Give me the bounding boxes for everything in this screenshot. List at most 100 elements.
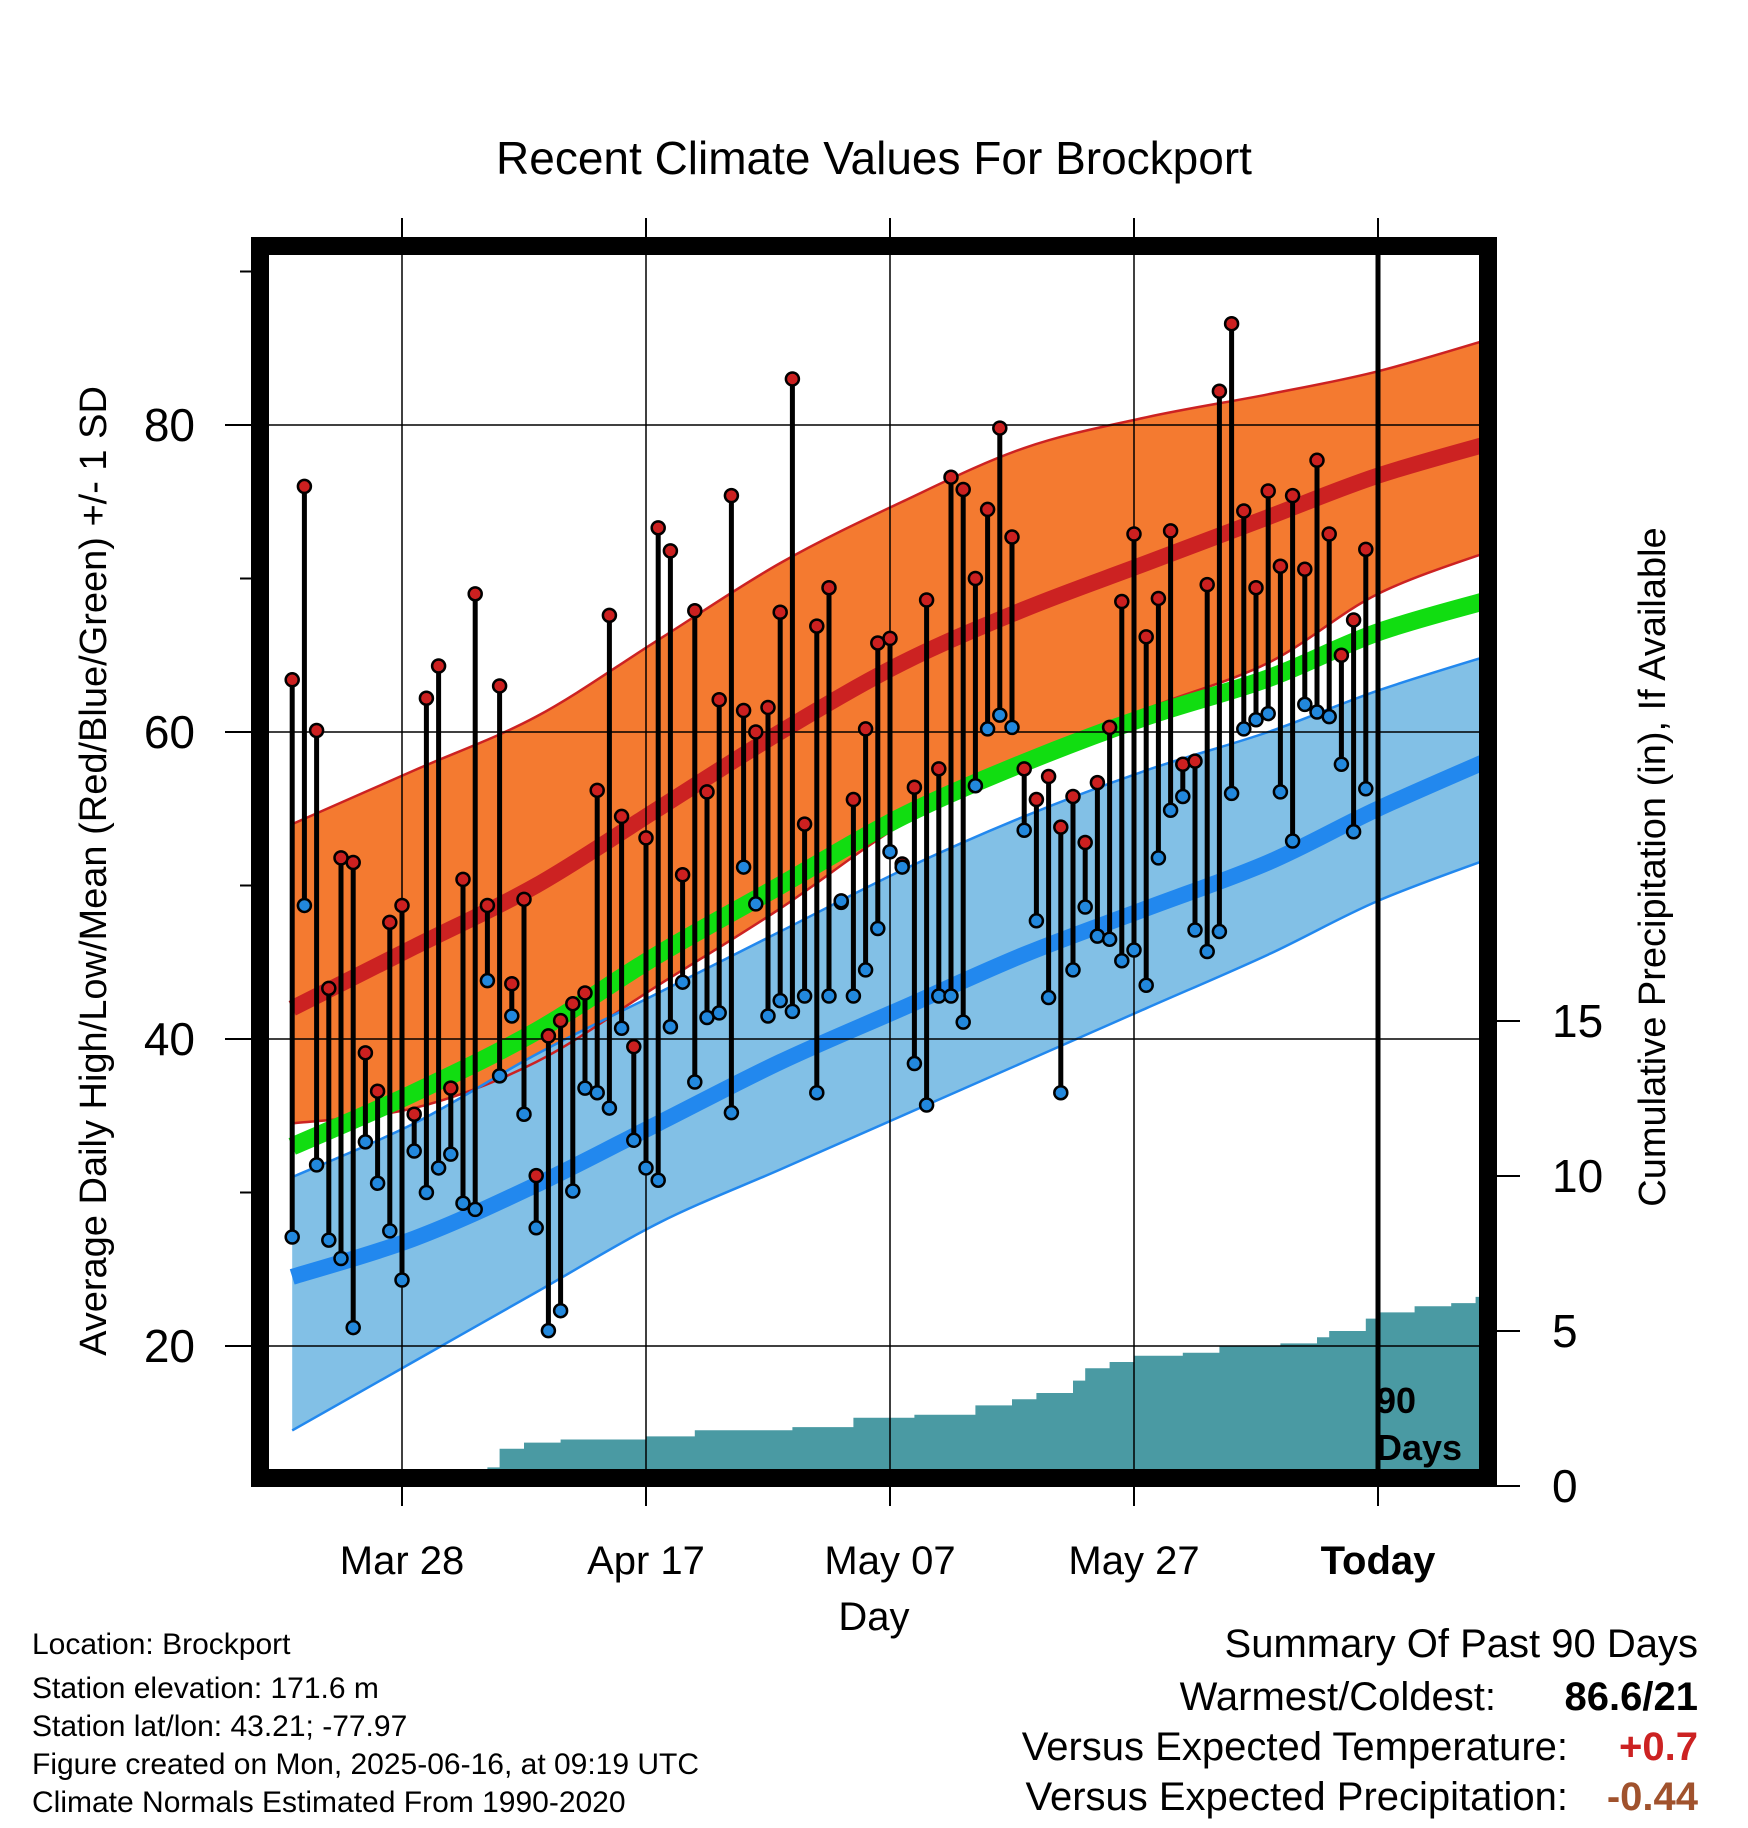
today-days-line2: Days [1376,1427,1462,1468]
high-point [1199,576,1215,593]
high-point [443,1080,459,1096]
low-point [955,1014,971,1030]
high-point [1126,526,1142,542]
low-point [345,1319,361,1336]
chart-title: Recent Climate Values For Brockport [496,132,1252,184]
high-point [699,784,715,800]
low-point [992,707,1008,723]
low-point [565,1183,581,1199]
low-point [894,859,910,875]
low-point [406,1143,422,1159]
low-point [1333,756,1350,772]
low-point [467,1201,483,1218]
high-point [955,481,971,498]
high-point [784,371,801,387]
high-point [491,678,508,694]
low-point [979,721,996,737]
high-point [394,897,410,914]
high-point [467,586,483,602]
high-point [528,1167,544,1184]
low-point [1199,943,1215,960]
high-point [382,914,398,931]
high-point [626,1038,642,1055]
high-point [1187,753,1203,769]
low-point [967,777,984,794]
high-point [1211,383,1228,399]
low-point [662,1018,679,1035]
high-point [1248,579,1264,596]
low-point [626,1132,642,1149]
low-point [382,1223,398,1239]
low-point [906,1055,923,1072]
low-point [394,1272,410,1288]
high-point [992,420,1008,436]
x-tick-label: May 27 [1068,1539,1199,1583]
summary-warm-cold-value: 86.6/21 [1564,1675,1698,1719]
low-point [1016,822,1032,838]
low-minus-sd-line [291,857,1488,1432]
high-point [882,630,898,647]
high-point [748,724,764,740]
low-point [650,1172,666,1188]
precipitation-area [414,1203,1488,1478]
low-point [1114,952,1130,969]
high-point [345,854,361,871]
high-point [1284,487,1301,504]
high-point [1077,834,1093,851]
low-point [760,1008,776,1024]
low-point [772,992,788,1009]
high-point [1028,791,1045,808]
low-point [748,896,764,912]
high-point [735,702,752,719]
high-point [1321,526,1337,542]
y-axis-label: Average Daily High/Low/Mean (Red/Blue/Gr… [73,386,115,1356]
low-point [1272,784,1289,800]
high-point [1345,612,1362,628]
low-point [1089,928,1106,944]
summary-temp-value: +0.7 [1619,1725,1698,1769]
low-point [589,1084,605,1101]
plot-frame [251,237,1497,1487]
low-point [1028,913,1045,929]
y-tick-label: 60 [144,706,195,758]
high-point [1101,719,1118,736]
low-point [308,1157,325,1173]
high-point [308,722,325,739]
y-tick-label: 80 [144,399,195,451]
high-point [845,791,862,808]
high-point [1138,629,1154,645]
high-point [711,692,727,708]
low-point [735,859,752,875]
low-point [504,1008,520,1024]
info-latlon: Station lat/lon: 43.21; -77.97 [32,1710,408,1743]
low-point [479,972,496,989]
info-created: Figure created on Mon, 2025-06-16, at 09… [32,1748,700,1781]
low-point [430,1160,447,1176]
low-point [918,1097,935,1113]
low-point [1321,708,1337,725]
y2-axis-label: Cumulative Precipitation (in), If Availa… [1632,527,1674,1206]
high-point [357,1045,374,1061]
low-point [1284,833,1301,849]
high-point [601,607,618,624]
high-point [1040,768,1057,785]
low-point [857,962,874,978]
low-point [1138,977,1154,994]
high-point [1065,788,1081,805]
high-point [565,995,581,1012]
normal-low-line [289,751,1488,1285]
high-point [479,897,496,914]
high-point [589,782,605,799]
high-point [577,985,593,1001]
low-point [357,1134,374,1150]
low-point [455,1195,471,1211]
high-point [650,520,666,536]
low-point [540,1322,557,1339]
plot-content [260,246,1488,1478]
summary-title: Summary Of Past 90 Days [1224,1622,1698,1666]
today-days-line1: 90 [1376,1380,1416,1421]
low-point [723,1104,740,1121]
high-point [321,980,337,997]
low-point [284,1229,300,1245]
x-tick-label: Mar 28 [340,1539,465,1583]
